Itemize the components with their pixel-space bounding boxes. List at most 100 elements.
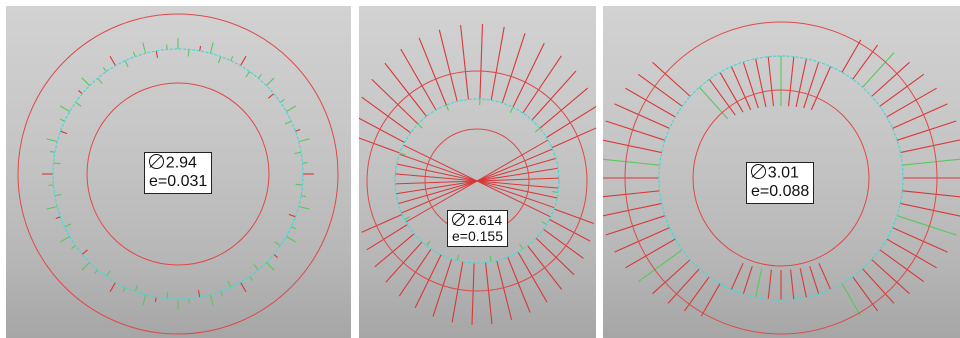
deviation-tick — [59, 105, 70, 112]
deviation-tick — [852, 44, 879, 80]
deviation-tick — [541, 220, 547, 225]
deviation-tick — [507, 256, 531, 313]
measurement-label-1: 2.94 e=0.031 — [144, 152, 213, 195]
deviation-tick — [71, 245, 76, 250]
deviation-tick — [257, 74, 263, 79]
deviation-tick — [755, 58, 767, 108]
deviation-tick — [534, 127, 541, 133]
deviation-tick — [445, 104, 450, 111]
deviation-tick — [637, 73, 683, 107]
deviation-tick — [700, 283, 721, 317]
deviation-tick — [361, 213, 403, 233]
deviation-tick — [755, 268, 763, 298]
deviation-tick — [841, 283, 862, 317]
deviation-tick — [432, 258, 453, 317]
deviation-tick — [471, 262, 475, 325]
deviation-spoke — [403, 144, 551, 218]
deviation-tick — [438, 29, 458, 102]
deviation-tick — [60, 130, 68, 135]
deviation-tick — [892, 227, 948, 253]
deviation-tick — [719, 72, 744, 113]
deviation-tick — [266, 262, 275, 271]
deviation-tick — [742, 61, 759, 109]
deviation-tick — [501, 33, 526, 104]
deviation-tick — [519, 243, 524, 250]
deviation-tick — [603, 158, 660, 166]
diameter-row-3: 3.01 — [751, 164, 809, 183]
deviation-tick — [637, 249, 683, 283]
roundness-plot-1 — [17, 13, 339, 335]
deviation-tick — [81, 77, 90, 86]
deviation-tick — [286, 236, 297, 243]
fitted-circle-2 — [394, 98, 560, 264]
deviation-tick — [809, 266, 820, 295]
deviation-tick — [385, 241, 423, 283]
deviation-tick — [404, 216, 411, 220]
deviation-tick — [240, 55, 247, 66]
deviation-tick — [553, 208, 594, 225]
deviation-tick — [522, 55, 562, 114]
deviation-tick — [551, 127, 596, 149]
fitted-circle-3 — [658, 55, 904, 301]
deviation-tick — [603, 202, 662, 217]
deviation-tick — [485, 262, 493, 325]
deviation-tick — [209, 42, 214, 54]
deviation-tick — [134, 284, 139, 292]
deviation-tick — [64, 223, 72, 228]
deviation-tick — [841, 39, 862, 73]
deviation-tick — [546, 106, 596, 138]
deviation-tick — [81, 262, 90, 271]
deviation-tick — [417, 123, 423, 129]
deviation-tick — [489, 255, 492, 262]
deviation-tick — [810, 66, 832, 111]
deviation-tick — [683, 276, 710, 312]
deviation-tick — [730, 262, 744, 290]
deviation-tick — [81, 249, 88, 255]
deviation-tick — [625, 87, 676, 118]
outer-tolerance-circle-2 — [366, 70, 588, 292]
deviation-tick — [273, 253, 278, 259]
deviation-tick — [490, 26, 505, 101]
deviation-tick — [366, 224, 408, 251]
measurement-label-3: 3.01 e=0.088 — [746, 162, 815, 205]
deviation-ticks-1 — [42, 38, 314, 310]
diameter-symbol-icon — [452, 212, 466, 227]
deviation-tick — [799, 268, 807, 298]
deviation-tick — [253, 264, 259, 271]
roundness-plot-3 — [603, 21, 960, 335]
deviation-tick — [154, 297, 157, 303]
deviation-tick — [698, 86, 729, 120]
deviation-tick — [240, 282, 247, 293]
deviation-tick — [220, 291, 224, 297]
roundness-panel-2: 2.614 e=0.155 — [359, 6, 596, 338]
deviation-tick — [614, 227, 670, 253]
deviation-tick — [625, 238, 676, 269]
deviation-tick — [187, 49, 190, 57]
outer-tolerance-circle-1 — [17, 13, 339, 335]
diameter-value-2: 2.614 — [467, 212, 503, 228]
diameter-symbol-icon — [149, 154, 164, 169]
deviation-tick — [53, 162, 61, 165]
roundness-panel-1: 2.94 e=0.031 — [6, 6, 351, 338]
fitted-circle-1 — [52, 48, 304, 300]
deviation-tick — [603, 190, 660, 198]
deviation-tick — [59, 118, 65, 122]
diameter-row-2: 2.614 — [452, 212, 503, 228]
deviation-tick — [371, 79, 419, 125]
deviation-tick — [132, 51, 136, 57]
diameter-value-1: 2.94 — [165, 154, 197, 172]
eccentricity-value-1: e=0.031 — [149, 172, 208, 190]
deviation-tick — [512, 42, 545, 108]
deviation-tick — [142, 42, 147, 54]
deviation-tick — [535, 237, 575, 276]
deviation-tick — [359, 137, 401, 154]
deviation-tick — [295, 183, 303, 186]
deviation-tick — [900, 202, 960, 217]
deviation-tick — [531, 70, 577, 121]
deviation-tick — [879, 73, 925, 107]
deviation-tick — [456, 254, 460, 261]
deviation-tick — [93, 269, 99, 274]
deviation-tick — [818, 262, 832, 290]
deviation-tick — [496, 260, 513, 321]
deviation-tick — [852, 276, 879, 312]
